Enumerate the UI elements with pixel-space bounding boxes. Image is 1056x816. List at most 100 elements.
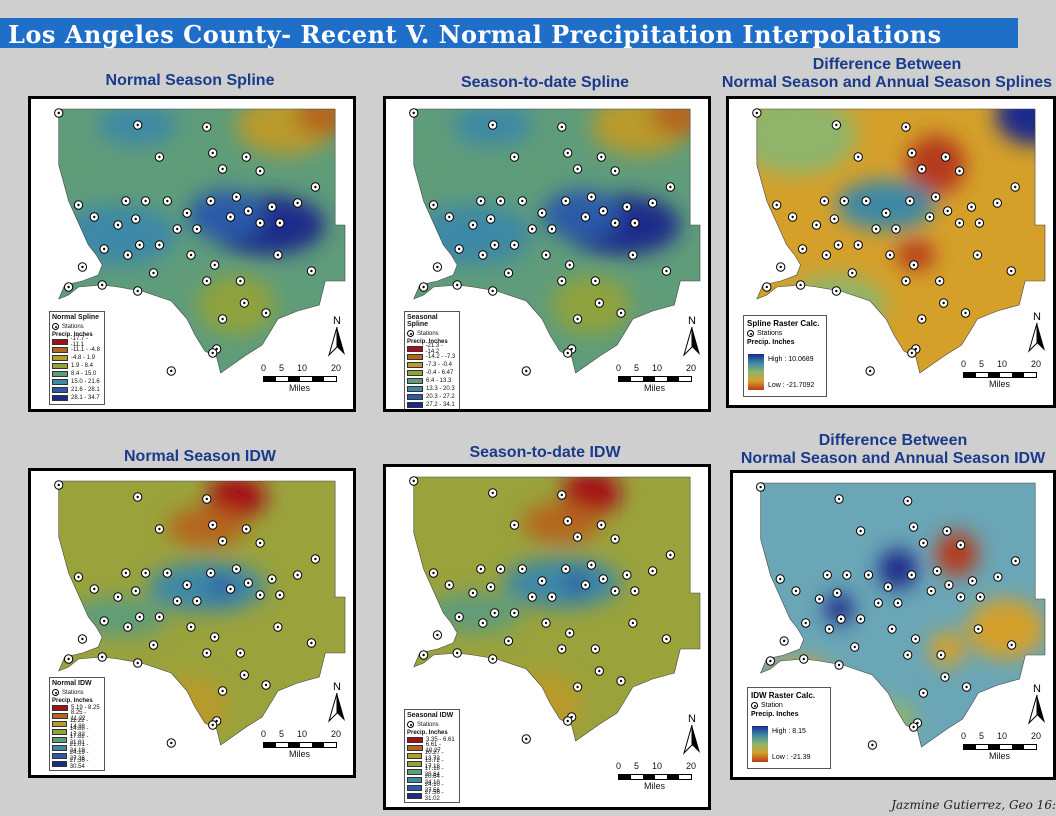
station-marker-center	[928, 215, 931, 219]
station-marker-center	[568, 631, 571, 635]
station-marker-center	[912, 725, 915, 729]
station-marker-center	[877, 601, 880, 605]
station-marker-center	[211, 723, 214, 727]
legend-class: 24.10 - 27.56	[407, 782, 457, 794]
legend-class-label: 27.36 - 30.54	[69, 758, 89, 770]
scale-bar-graphic	[618, 774, 692, 780]
title-bar: Los Angeles County- Recent V. Normal Pre…	[0, 18, 1018, 49]
station-marker-center	[791, 215, 794, 219]
station-marker-center	[782, 639, 786, 643]
interpolation-zone	[423, 593, 523, 633]
scale-bar-graphic	[618, 376, 692, 382]
legend-swatch	[52, 729, 67, 735]
legend-class-label: 10.27 - 13.72	[424, 750, 444, 762]
station-marker-center	[769, 659, 772, 663]
map-title-diff-idw: Difference Between Normal Season and Ann…	[740, 432, 1046, 467]
station-marker-center	[853, 645, 856, 649]
legend-swatch	[407, 785, 422, 791]
station-marker-center	[124, 571, 128, 575]
station-marker-center	[310, 269, 313, 273]
legend-class: -17.7 - -11.1	[52, 336, 102, 348]
legend-swatch	[407, 386, 423, 392]
station-marker-center	[540, 211, 544, 215]
station-marker-center	[471, 591, 475, 595]
station-marker-center	[959, 595, 962, 599]
legend-swatch	[52, 721, 67, 727]
station-marker-center	[457, 247, 461, 251]
station-marker-center	[166, 199, 169, 203]
station-marker-center	[258, 221, 262, 225]
legend-stations-label: Stations	[62, 323, 84, 330]
scale-unit: Miles	[644, 781, 666, 791]
station-marker-center	[412, 479, 415, 483]
station-marker-center	[158, 243, 161, 247]
county-boundary	[58, 480, 346, 746]
interpolation-zone	[895, 240, 936, 270]
station-marker-center	[922, 541, 925, 545]
station-marker-center	[631, 621, 635, 625]
station-marker-center	[314, 557, 317, 561]
station-marker-center	[436, 265, 439, 269]
north-label: N	[1033, 311, 1041, 323]
interpolation-zone	[929, 631, 965, 667]
map-canvas	[409, 476, 701, 744]
legend-class-label: 24.10 - 27.56	[424, 782, 444, 794]
station-marker-center	[835, 289, 838, 293]
legend-swatch	[52, 737, 67, 743]
station-marker-center	[211, 523, 214, 527]
station-marker-center	[590, 563, 593, 567]
scale-tick-label: 10	[652, 761, 663, 771]
interpolation-zone	[935, 532, 979, 576]
legend-low-label: Low : -21.39	[772, 754, 811, 761]
station-marker-center	[884, 211, 888, 215]
legend-swatch	[407, 402, 423, 408]
station-marker-center	[825, 253, 828, 257]
county-boundary	[58, 108, 346, 374]
station-marker-center	[100, 283, 104, 287]
station-marker-center	[598, 301, 601, 305]
scale-bar: 0 5 10 20 Miles	[261, 363, 341, 403]
legend-swatch	[52, 705, 68, 711]
station-marker-center	[215, 719, 218, 723]
legend-swatch	[52, 753, 67, 759]
station-marker-center	[489, 585, 492, 589]
scale-tick-label: 5	[634, 761, 640, 771]
station-marker-center	[874, 227, 878, 231]
station-marker-center	[904, 279, 908, 283]
station-marker-center	[57, 111, 60, 115]
legend-stations-label: Stations	[757, 330, 783, 337]
map-canvas	[54, 480, 346, 748]
station-marker-center	[976, 253, 979, 257]
scale-unit: Miles	[989, 379, 1011, 389]
scale-bar: 0 5 10 20 Miles	[961, 359, 1041, 399]
scale-tick-label: 20	[686, 761, 697, 771]
interpolation-zone	[413, 205, 533, 265]
station-marker-center	[1014, 185, 1017, 189]
station-marker-center	[920, 317, 923, 321]
legend-class: 17.82 - 21.01	[52, 734, 102, 746]
legend-units: Precip. Inches	[751, 711, 799, 718]
interpolation-zone	[966, 599, 1045, 659]
map-canvas	[409, 108, 701, 376]
legend-class: 3.35 - 6.61	[407, 736, 457, 744]
county-boundary	[756, 108, 1046, 374]
legend-class-label: 3.35 - 6.61	[426, 737, 455, 743]
station-marker-center	[912, 263, 916, 267]
interpolation-zone	[836, 180, 936, 230]
station-marker-center	[665, 269, 668, 273]
station-marker-center	[904, 125, 908, 129]
station-marker-center	[239, 651, 242, 655]
north-arrow-right	[337, 693, 345, 721]
station-marker-center	[513, 611, 516, 615]
station-marker-center	[136, 289, 139, 293]
station-marker-center	[837, 243, 840, 247]
north-label: N	[688, 713, 696, 725]
interpolation-zone	[824, 594, 854, 624]
station-marker-center	[910, 151, 914, 155]
legend-class-label: -17.7 - -11.1	[70, 336, 88, 348]
station-marker-center	[209, 571, 212, 575]
interpolation-zone	[68, 597, 168, 637]
legend-class: -0.4 - 6.47	[407, 369, 457, 377]
legend-class: 20.64 - 24.10	[407, 774, 457, 786]
legend-class: 13.72 - 17.18	[407, 758, 457, 770]
